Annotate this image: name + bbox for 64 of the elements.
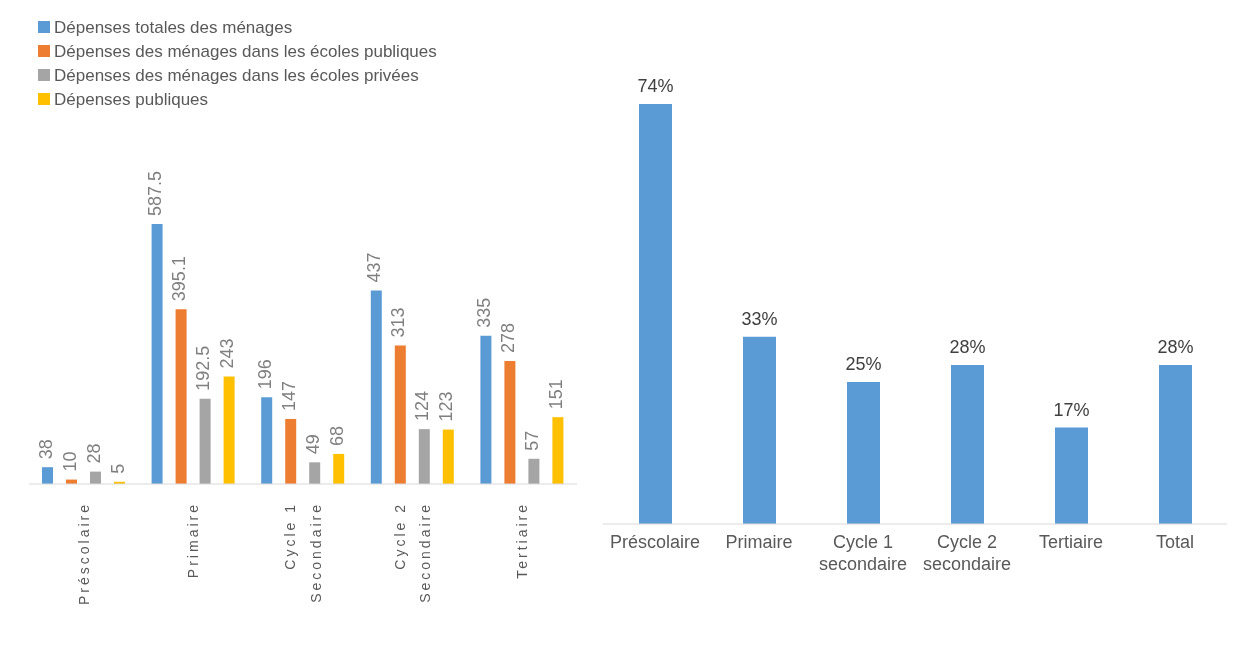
x-tick-label: Préscolaire xyxy=(75,502,92,606)
data-label: 33% xyxy=(741,308,778,329)
data-label: 123 xyxy=(436,391,457,422)
legend-label: Dépenses totales des ménages xyxy=(54,18,293,37)
data-label: 243 xyxy=(217,338,238,369)
x-tick-label: Tertiaire xyxy=(1038,532,1104,552)
data-label: 147 xyxy=(278,380,299,411)
legend-label: Dépenses des ménages dans les écoles publiques xyxy=(54,42,437,61)
bar xyxy=(847,382,880,524)
bar xyxy=(309,462,321,484)
data-label: 25% xyxy=(845,354,882,375)
data-label: 124 xyxy=(412,391,433,422)
data-label: 17% xyxy=(1053,399,1090,420)
x-tick-label: Tertiaire xyxy=(514,502,531,579)
data-label: 395.1 xyxy=(169,256,190,302)
x-tick-label: Préscolaire xyxy=(609,532,701,552)
bar xyxy=(1055,427,1088,524)
bar xyxy=(199,398,211,484)
data-label: 437 xyxy=(364,252,385,283)
data-label: 5 xyxy=(107,463,128,474)
bar xyxy=(42,467,53,484)
data-label: 196 xyxy=(254,359,275,390)
bar xyxy=(951,365,984,524)
data-label: 74% xyxy=(637,76,674,96)
data-label: 192.5 xyxy=(193,345,214,391)
bar xyxy=(528,458,540,484)
bar xyxy=(743,336,776,524)
x-tick-label: Cycle 1 Secondaire xyxy=(281,502,324,603)
data-label: 10 xyxy=(59,451,80,472)
bar xyxy=(175,309,187,484)
data-label: 151 xyxy=(545,379,566,410)
bar xyxy=(504,360,516,484)
bar xyxy=(333,453,345,484)
data-label: 57 xyxy=(521,430,542,451)
data-label: 68 xyxy=(326,425,347,446)
legend-label: Dépenses publiques xyxy=(54,90,209,109)
bar xyxy=(418,429,430,484)
data-label: 28% xyxy=(1157,337,1194,358)
bar xyxy=(442,429,454,484)
data-label: 313 xyxy=(388,307,409,338)
legend-label: Dépenses des ménages dans les écoles privées xyxy=(54,66,419,85)
bar xyxy=(151,224,163,484)
bar xyxy=(552,417,564,484)
x-tick-label: Primaire xyxy=(725,532,793,552)
data-label: 28 xyxy=(83,443,104,464)
bar xyxy=(370,290,382,484)
data-label: 335 xyxy=(473,297,494,328)
x-tick-label: Cycle 2 secondaire xyxy=(922,532,1012,574)
bar xyxy=(261,397,273,484)
bar xyxy=(394,345,406,484)
data-label: 587.5 xyxy=(145,170,166,216)
bar xyxy=(639,104,672,524)
data-label: 278 xyxy=(497,322,518,353)
x-tick-label: Cycle 1 secondaire xyxy=(818,532,908,574)
x-tick-label: Total xyxy=(1155,532,1195,552)
bar xyxy=(1159,365,1192,524)
data-label: 38 xyxy=(35,439,56,460)
data-label: 28% xyxy=(949,337,986,358)
data-label: 49 xyxy=(302,434,323,455)
x-tick-label: Cycle 2 Secondaire xyxy=(391,502,434,603)
x-tick-label: Primaire xyxy=(185,502,202,579)
bar xyxy=(480,335,492,484)
bar xyxy=(285,418,297,484)
bar xyxy=(223,376,235,484)
